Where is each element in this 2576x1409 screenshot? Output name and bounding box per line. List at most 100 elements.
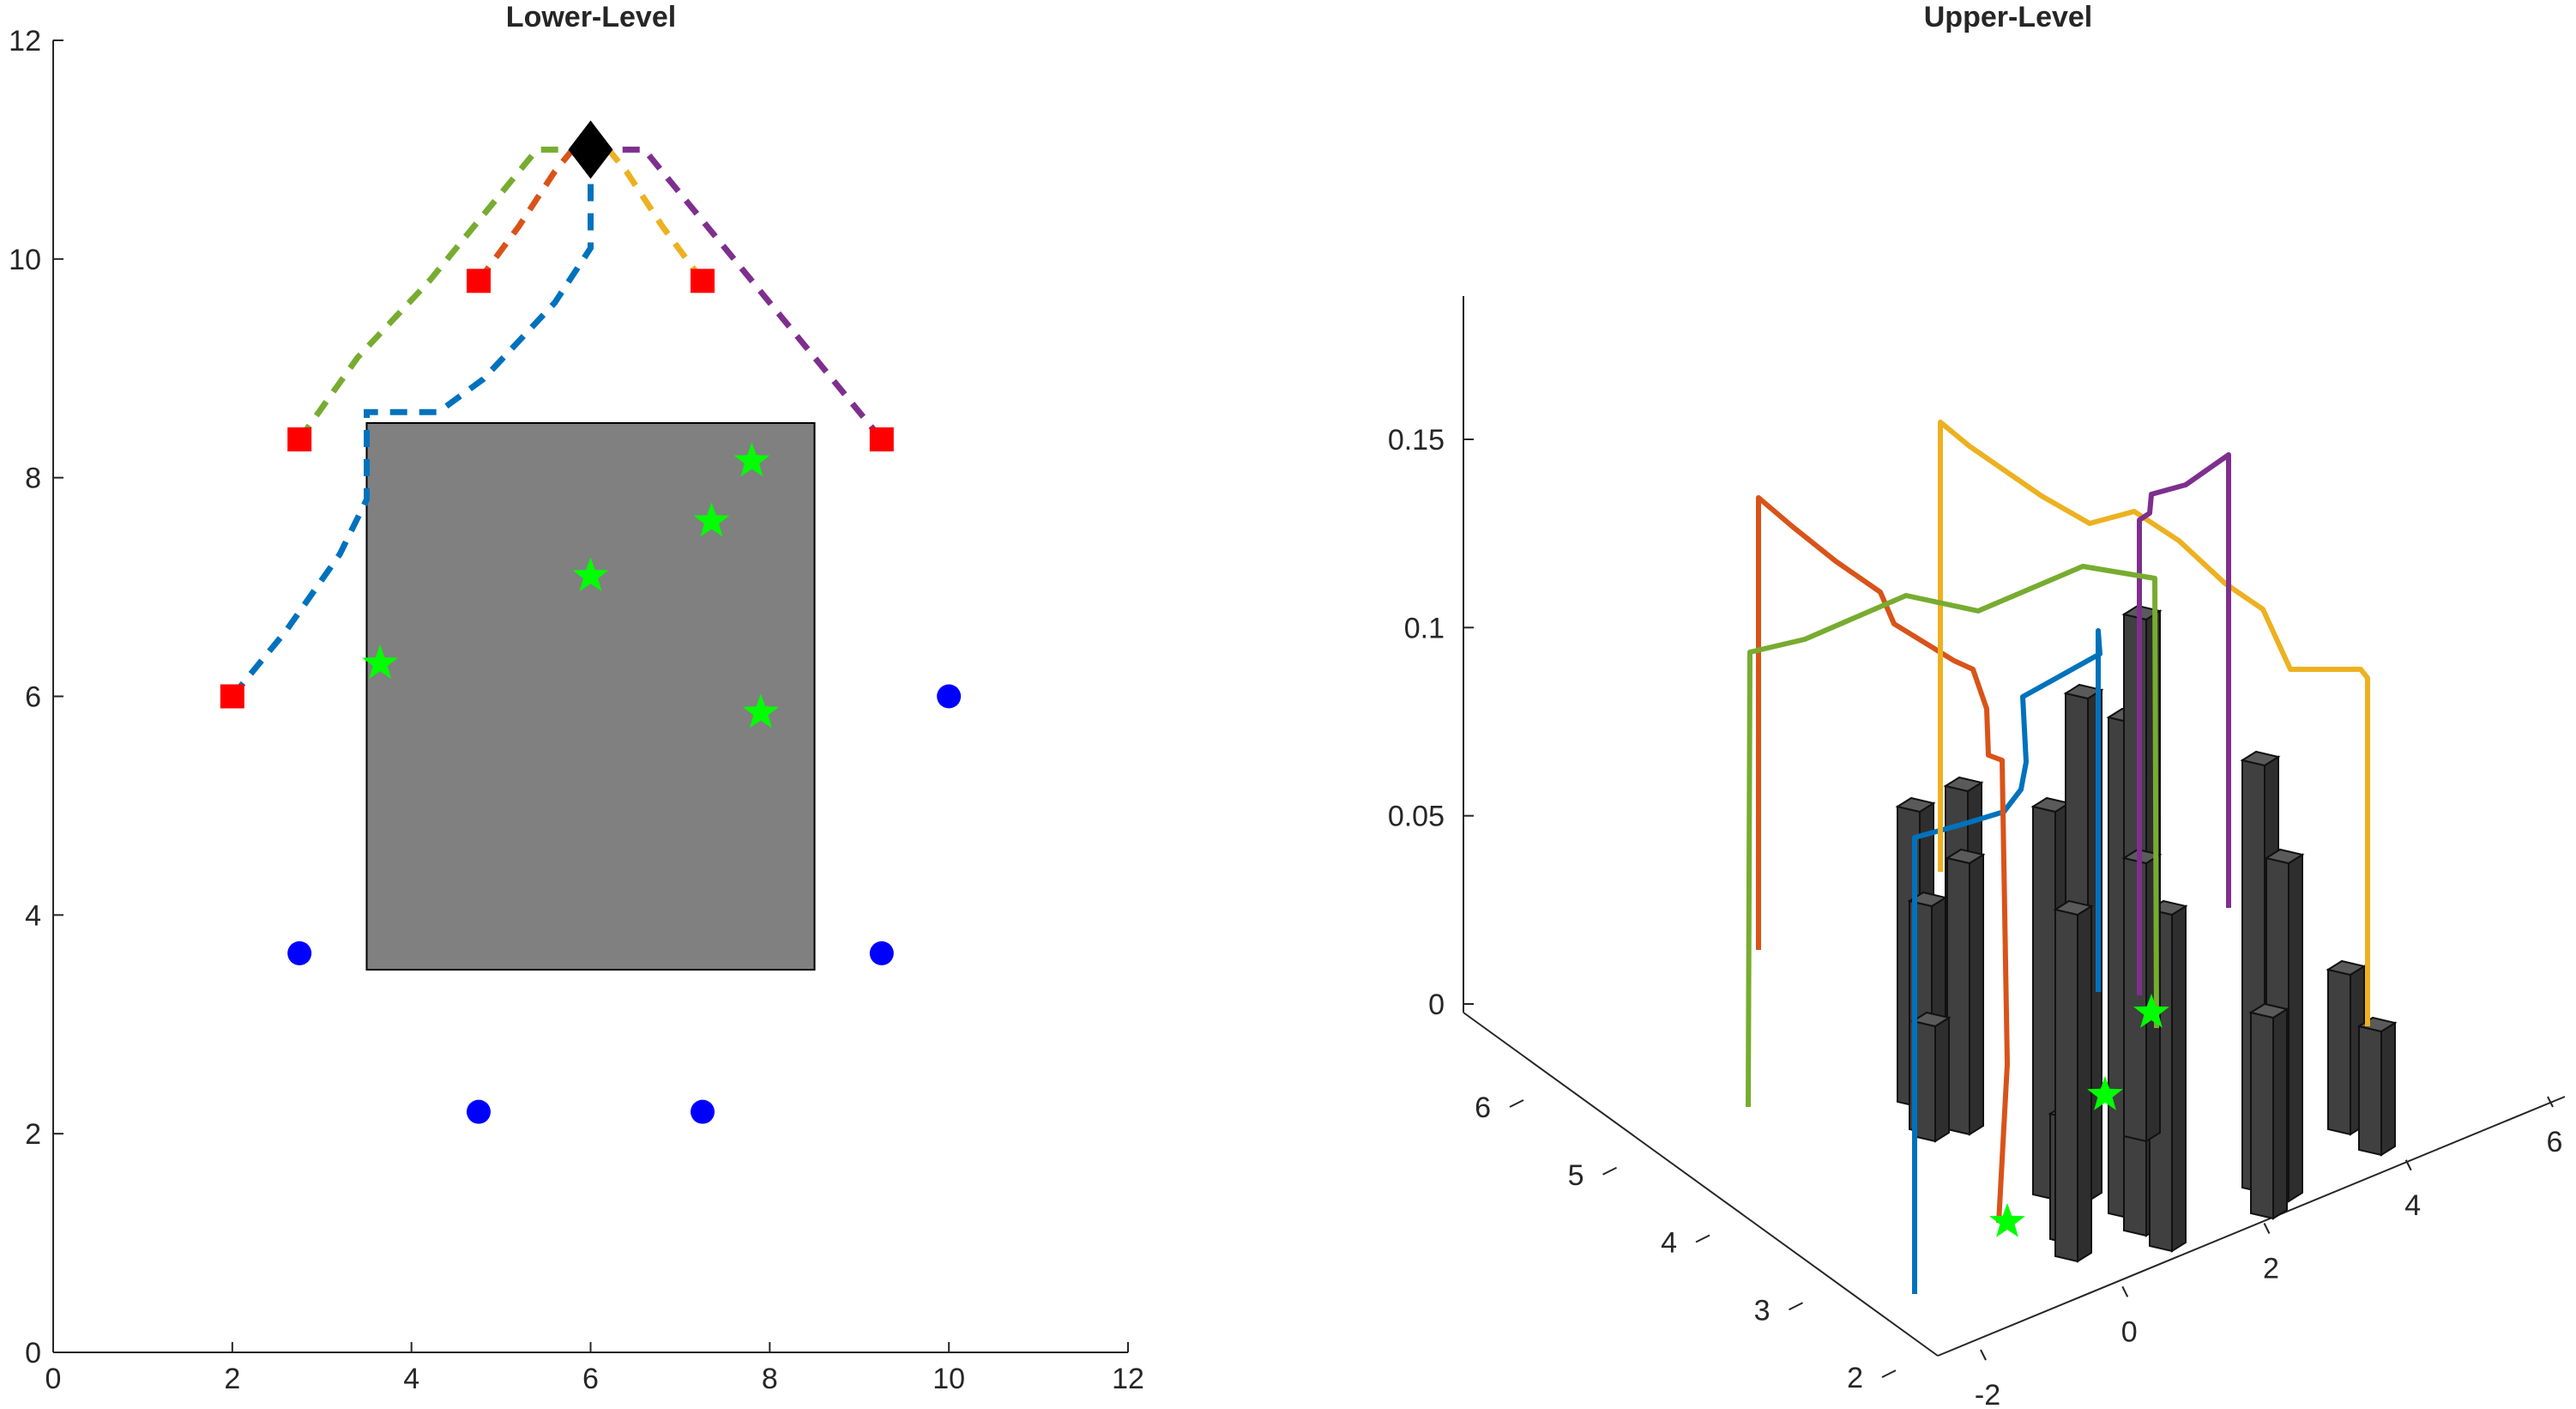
square-marker-5 <box>869 427 894 452</box>
star-marker-1 <box>362 644 398 680</box>
bar-side-face <box>1934 1016 1950 1143</box>
path-line-4 <box>590 146 884 442</box>
base-star-marker-2 <box>2087 1076 2123 1110</box>
x3d-tick-4 <box>2404 1159 2412 1171</box>
z-tick-label-0.05: 0.05 <box>1388 801 1445 833</box>
x-tick-label-8: 8 <box>762 1363 778 1395</box>
y3d-tick-4 <box>1695 1234 1710 1243</box>
bar-top-face <box>1895 796 1936 813</box>
x-tick-label-0: 0 <box>45 1363 62 1395</box>
bar-front-face <box>2327 968 2351 1136</box>
x3d-tick-label-4: 4 <box>2404 1189 2421 1222</box>
z-tick-label-0: 0 <box>1428 989 1445 1021</box>
building-bar-17 <box>2248 1002 2289 1220</box>
y3d-tick-label-5: 5 <box>1568 1159 1584 1192</box>
trajectory-line-4 <box>2137 452 2231 995</box>
circle-marker-4 <box>466 1099 491 1124</box>
obstacle-rect <box>365 421 816 971</box>
circle-marker-3 <box>691 1099 715 1124</box>
path-line-2 <box>476 146 591 283</box>
x3d-tick-label-2: 2 <box>2263 1253 2279 1285</box>
y3d-tick-label-6: 6 <box>1475 1092 1491 1124</box>
y3d-tick-2 <box>1881 1370 1897 1378</box>
bar-top-face <box>2053 899 2094 916</box>
trajectory-line-2 <box>1756 495 2010 1224</box>
square-marker-1 <box>220 684 244 709</box>
building-bar-18 <box>1910 1011 1952 1143</box>
y-tick-label-12: 12 <box>9 25 41 57</box>
star-marker-5 <box>743 693 779 729</box>
bar-top-face <box>1943 776 1984 793</box>
upper-level-panel: Upper-Level 0 0.05 0.1 0.15 2 3 4 5 6 -2 0 2 4 6 <box>1388 1 2566 1409</box>
bar-side-face <box>2077 904 2092 1263</box>
square-marker-2 <box>287 427 312 452</box>
bar-front-face <box>2358 1025 2382 1157</box>
x3d-tick-label-0: 0 <box>2121 1315 2138 1348</box>
y-tick-label-10: 10 <box>9 244 41 276</box>
square-marker-4 <box>691 269 715 293</box>
x3d-tick-label-6: 6 <box>2547 1126 2563 1158</box>
x-axis-line-3d <box>1937 1096 2566 1357</box>
bar-front-face <box>1946 856 1970 1136</box>
base-star-marker-1 <box>1989 1203 2025 1237</box>
bar-front-face <box>2250 1011 2274 1220</box>
y-tick-label-4: 4 <box>25 899 41 932</box>
y-tick-label-0: 0 <box>25 1337 41 1370</box>
z-tick-label-0.1: 0.1 <box>1404 612 1445 644</box>
y-tick-label-8: 8 <box>25 463 41 495</box>
building-bar-10 <box>2053 899 2094 1263</box>
lower-level-plot-area <box>220 120 962 1124</box>
bar-top-face <box>2063 683 2104 700</box>
x3d-tick-2 <box>2263 1223 2271 1234</box>
building-bar-4 <box>1945 848 1986 1136</box>
y-tick-label-6: 6 <box>25 681 41 714</box>
hub-diamond-marker <box>568 120 613 179</box>
building-bar-15 <box>2356 1016 2398 1157</box>
y3d-tick-label-2: 2 <box>1847 1362 1863 1394</box>
bar-top-face <box>2326 959 2367 977</box>
bar-top-face <box>2248 1002 2289 1019</box>
bar-top-face <box>1945 848 1986 865</box>
bar-top-face <box>1910 1011 1952 1028</box>
x-tick-label-10: 10 <box>932 1363 965 1395</box>
star-marker-4 <box>733 442 770 477</box>
bar-side-face <box>2288 853 2303 1203</box>
square-marker-3 <box>466 269 491 293</box>
x-tick-label-12: 12 <box>1112 1363 1144 1395</box>
bar-side-face <box>2380 1021 2396 1157</box>
bar-front-face <box>2123 856 2147 1143</box>
x3d-tick-0 <box>2121 1285 2129 1297</box>
x-tick-label-4: 4 <box>403 1363 419 1395</box>
x-tick-label-2: 2 <box>224 1363 240 1395</box>
circle-marker-5 <box>287 940 312 965</box>
bar-front-face <box>2054 908 2078 1263</box>
bar-top-face <box>2240 750 2281 767</box>
y3d-tick-3 <box>1789 1302 1803 1311</box>
x3d-tick-label--2: -2 <box>1975 1379 2000 1409</box>
z-tick-label-0.15: 0.15 <box>1388 424 1445 457</box>
base-star-marker-3 <box>2133 994 2169 1028</box>
path-line-3 <box>590 146 705 283</box>
lower-level-axes: 0 2 4 6 8 10 12 0 2 4 6 8 10 12 <box>9 25 1144 1395</box>
y-axis-line-3d <box>1463 1012 1939 1357</box>
star-marker-3 <box>693 502 730 537</box>
trajectory-line-5 <box>1746 564 2159 1108</box>
x-tick-label-6: 6 <box>582 1363 599 1395</box>
path-line-1 <box>230 149 594 698</box>
y3d-tick-5 <box>1602 1166 1617 1176</box>
upper-level-plot-area <box>1746 420 2398 1294</box>
x3d-tick-6 <box>2547 1096 2554 1108</box>
x3d-tick--2 <box>1980 1349 1987 1361</box>
y3d-tick-label-3: 3 <box>1754 1294 1771 1327</box>
upper-level-axes: 0 0.05 0.1 0.15 2 3 4 5 6 -2 0 2 4 6 <box>1388 296 2566 1409</box>
star-marker-2 <box>572 557 609 592</box>
bar-side-face <box>2171 904 2187 1253</box>
path-line-5 <box>297 146 591 442</box>
y3d-tick-6 <box>1509 1099 1524 1108</box>
upper-level-title: Upper-Level <box>1924 1 2093 33</box>
circle-marker-1 <box>937 684 962 709</box>
y-tick-label-2: 2 <box>25 1118 41 1151</box>
bar-side-face <box>2272 1007 2288 1220</box>
bar-side-face <box>1969 853 1984 1136</box>
trajectory-line-3 <box>1938 420 2370 1026</box>
